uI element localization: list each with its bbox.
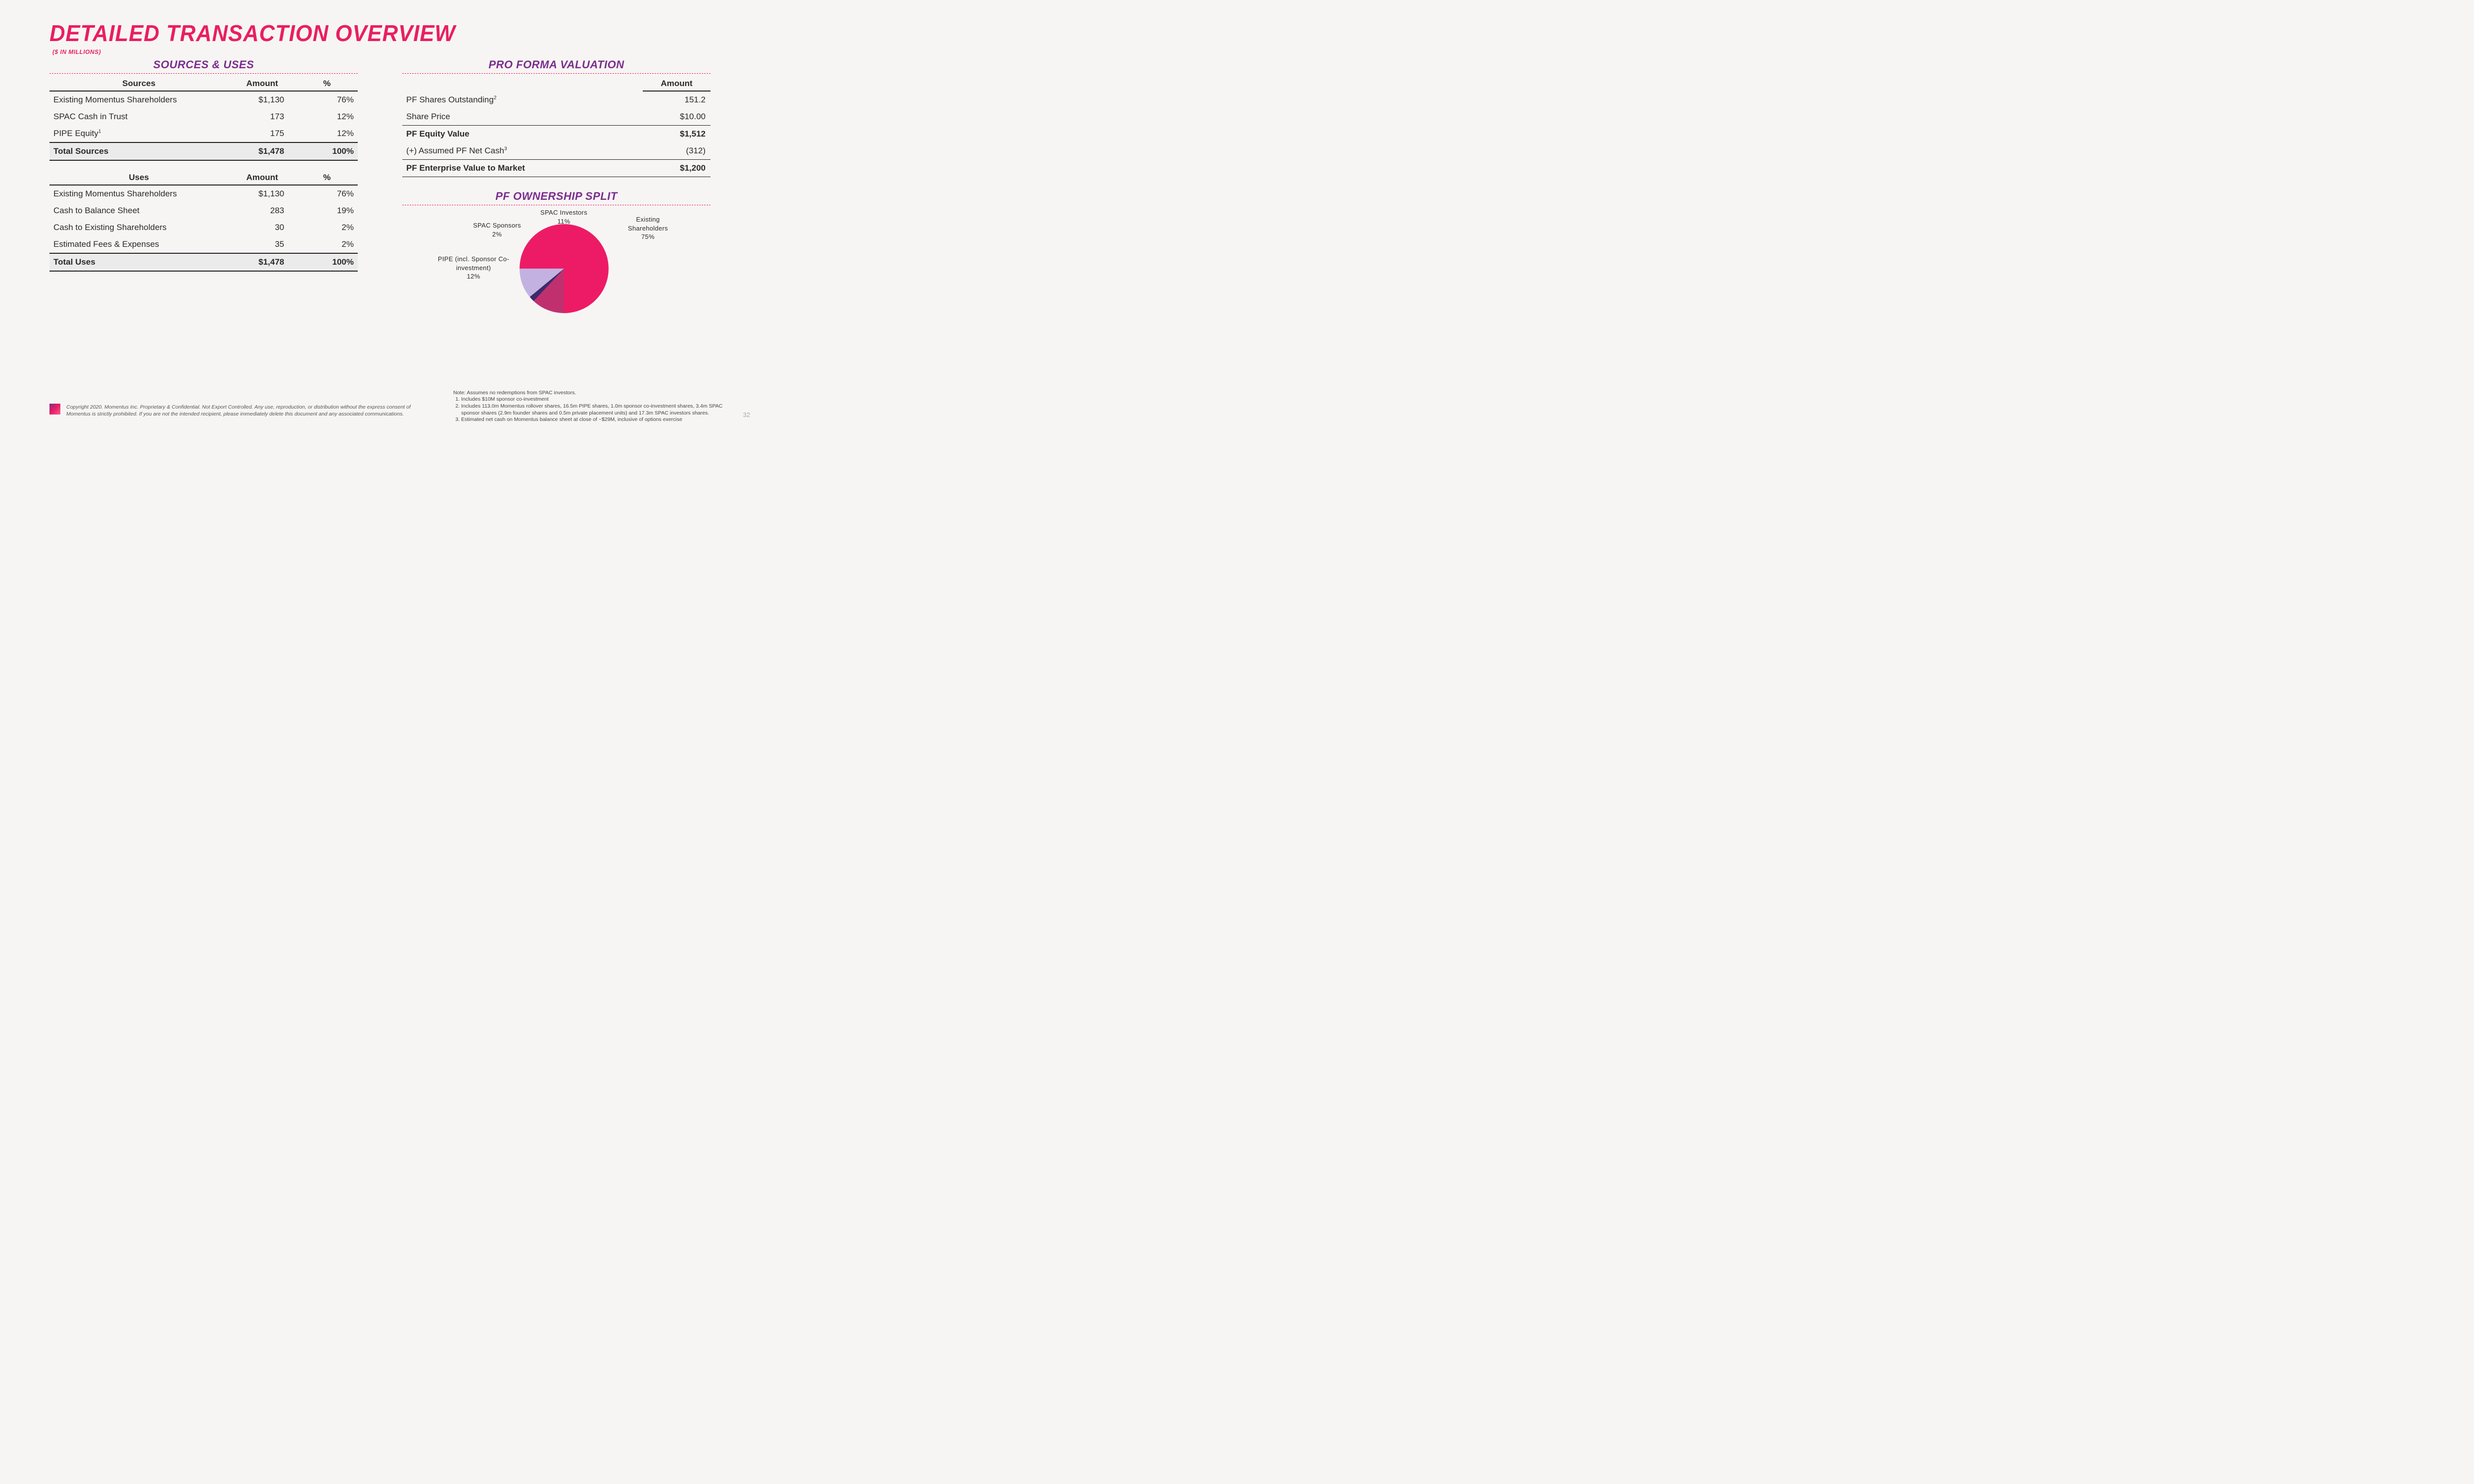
pie-label: SPAC Sponsors2% (468, 221, 527, 238)
uses-table: Uses Amount % Existing Momentus Sharehol… (49, 170, 358, 272)
copyright-text: Copyright 2020. Momentus Inc. Proprietar… (66, 404, 419, 417)
valuation-table: Amount PF Shares Outstanding2151.2Share … (402, 76, 711, 177)
footnote-item: Estimated net cash on Momentus balance s… (461, 417, 730, 423)
table-row: Existing Momentus Shareholders$1,13076% (49, 91, 358, 108)
pie-label: PIPE (incl. Sponsor Co-investment)12% (433, 255, 515, 281)
sources-table: Sources Amount % Existing Momentus Share… (49, 76, 358, 161)
sources-uses-column: SOURCES & USES Sources Amount % Existing… (49, 58, 358, 324)
page-number: 32 (743, 411, 750, 418)
table-row: Cash to Balance Sheet28319% (49, 202, 358, 219)
table-row: Cash to Existing Shareholders302% (49, 219, 358, 236)
sources-uses-heading: SOURCES & USES (49, 58, 358, 74)
pie-label: ExistingShareholders75% (616, 215, 680, 241)
subtitle: ($ IN MILLIONS) (52, 48, 711, 55)
valuation-column: PRO FORMA VALUATION Amount PF Shares Out… (402, 58, 711, 324)
pro-forma-heading: PRO FORMA VALUATION (402, 58, 711, 74)
col-pct: % (296, 170, 358, 185)
col-uses: Uses (49, 170, 228, 185)
ownership-pie-chart: SPAC Investors11% ExistingShareholders75%… (418, 210, 695, 324)
table-row: PF Enterprise Value to Market$1,200 (402, 160, 711, 177)
footnote-item: Includes 113.0m Momentus rollover shares… (461, 403, 730, 417)
table-total-row: Total Sources$1,478100% (49, 142, 358, 160)
col-pct: % (296, 76, 358, 91)
table-row: Share Price$10.00 (402, 108, 711, 126)
ownership-heading: PF OWNERSHIP SPLIT (402, 190, 711, 205)
table-row: PF Shares Outstanding2151.2 (402, 91, 711, 108)
footnote-item: Includes $10M sponsor co-investment (461, 396, 730, 403)
page-title: DETAILED TRANSACTION OVERVIEW (49, 20, 677, 46)
momentus-logo (49, 404, 60, 415)
table-row: PIPE Equity117512% (49, 125, 358, 142)
footnote-intro: Note: Assumes no redemptions from SPAC i… (453, 390, 730, 397)
table-row: Estimated Fees & Expenses352% (49, 236, 358, 253)
table-row: (+) Assumed PF Net Cash3(312) (402, 142, 711, 160)
pie-label: SPAC Investors11% (532, 208, 596, 226)
table-row: PF Equity Value$1,512 (402, 126, 711, 143)
footer-copyright: Copyright 2020. Momentus Inc. Proprietar… (49, 404, 419, 417)
col-amount: Amount (228, 170, 296, 185)
col-sources: Sources (49, 76, 228, 91)
footnotes: Note: Assumes no redemptions from SPAC i… (453, 390, 730, 423)
col-amount: Amount (643, 76, 711, 91)
table-total-row: Total Uses$1,478100% (49, 253, 358, 271)
col-amount: Amount (228, 76, 296, 91)
table-row: Existing Momentus Shareholders$1,13076% (49, 185, 358, 202)
table-row: SPAC Cash in Trust17312% (49, 108, 358, 125)
